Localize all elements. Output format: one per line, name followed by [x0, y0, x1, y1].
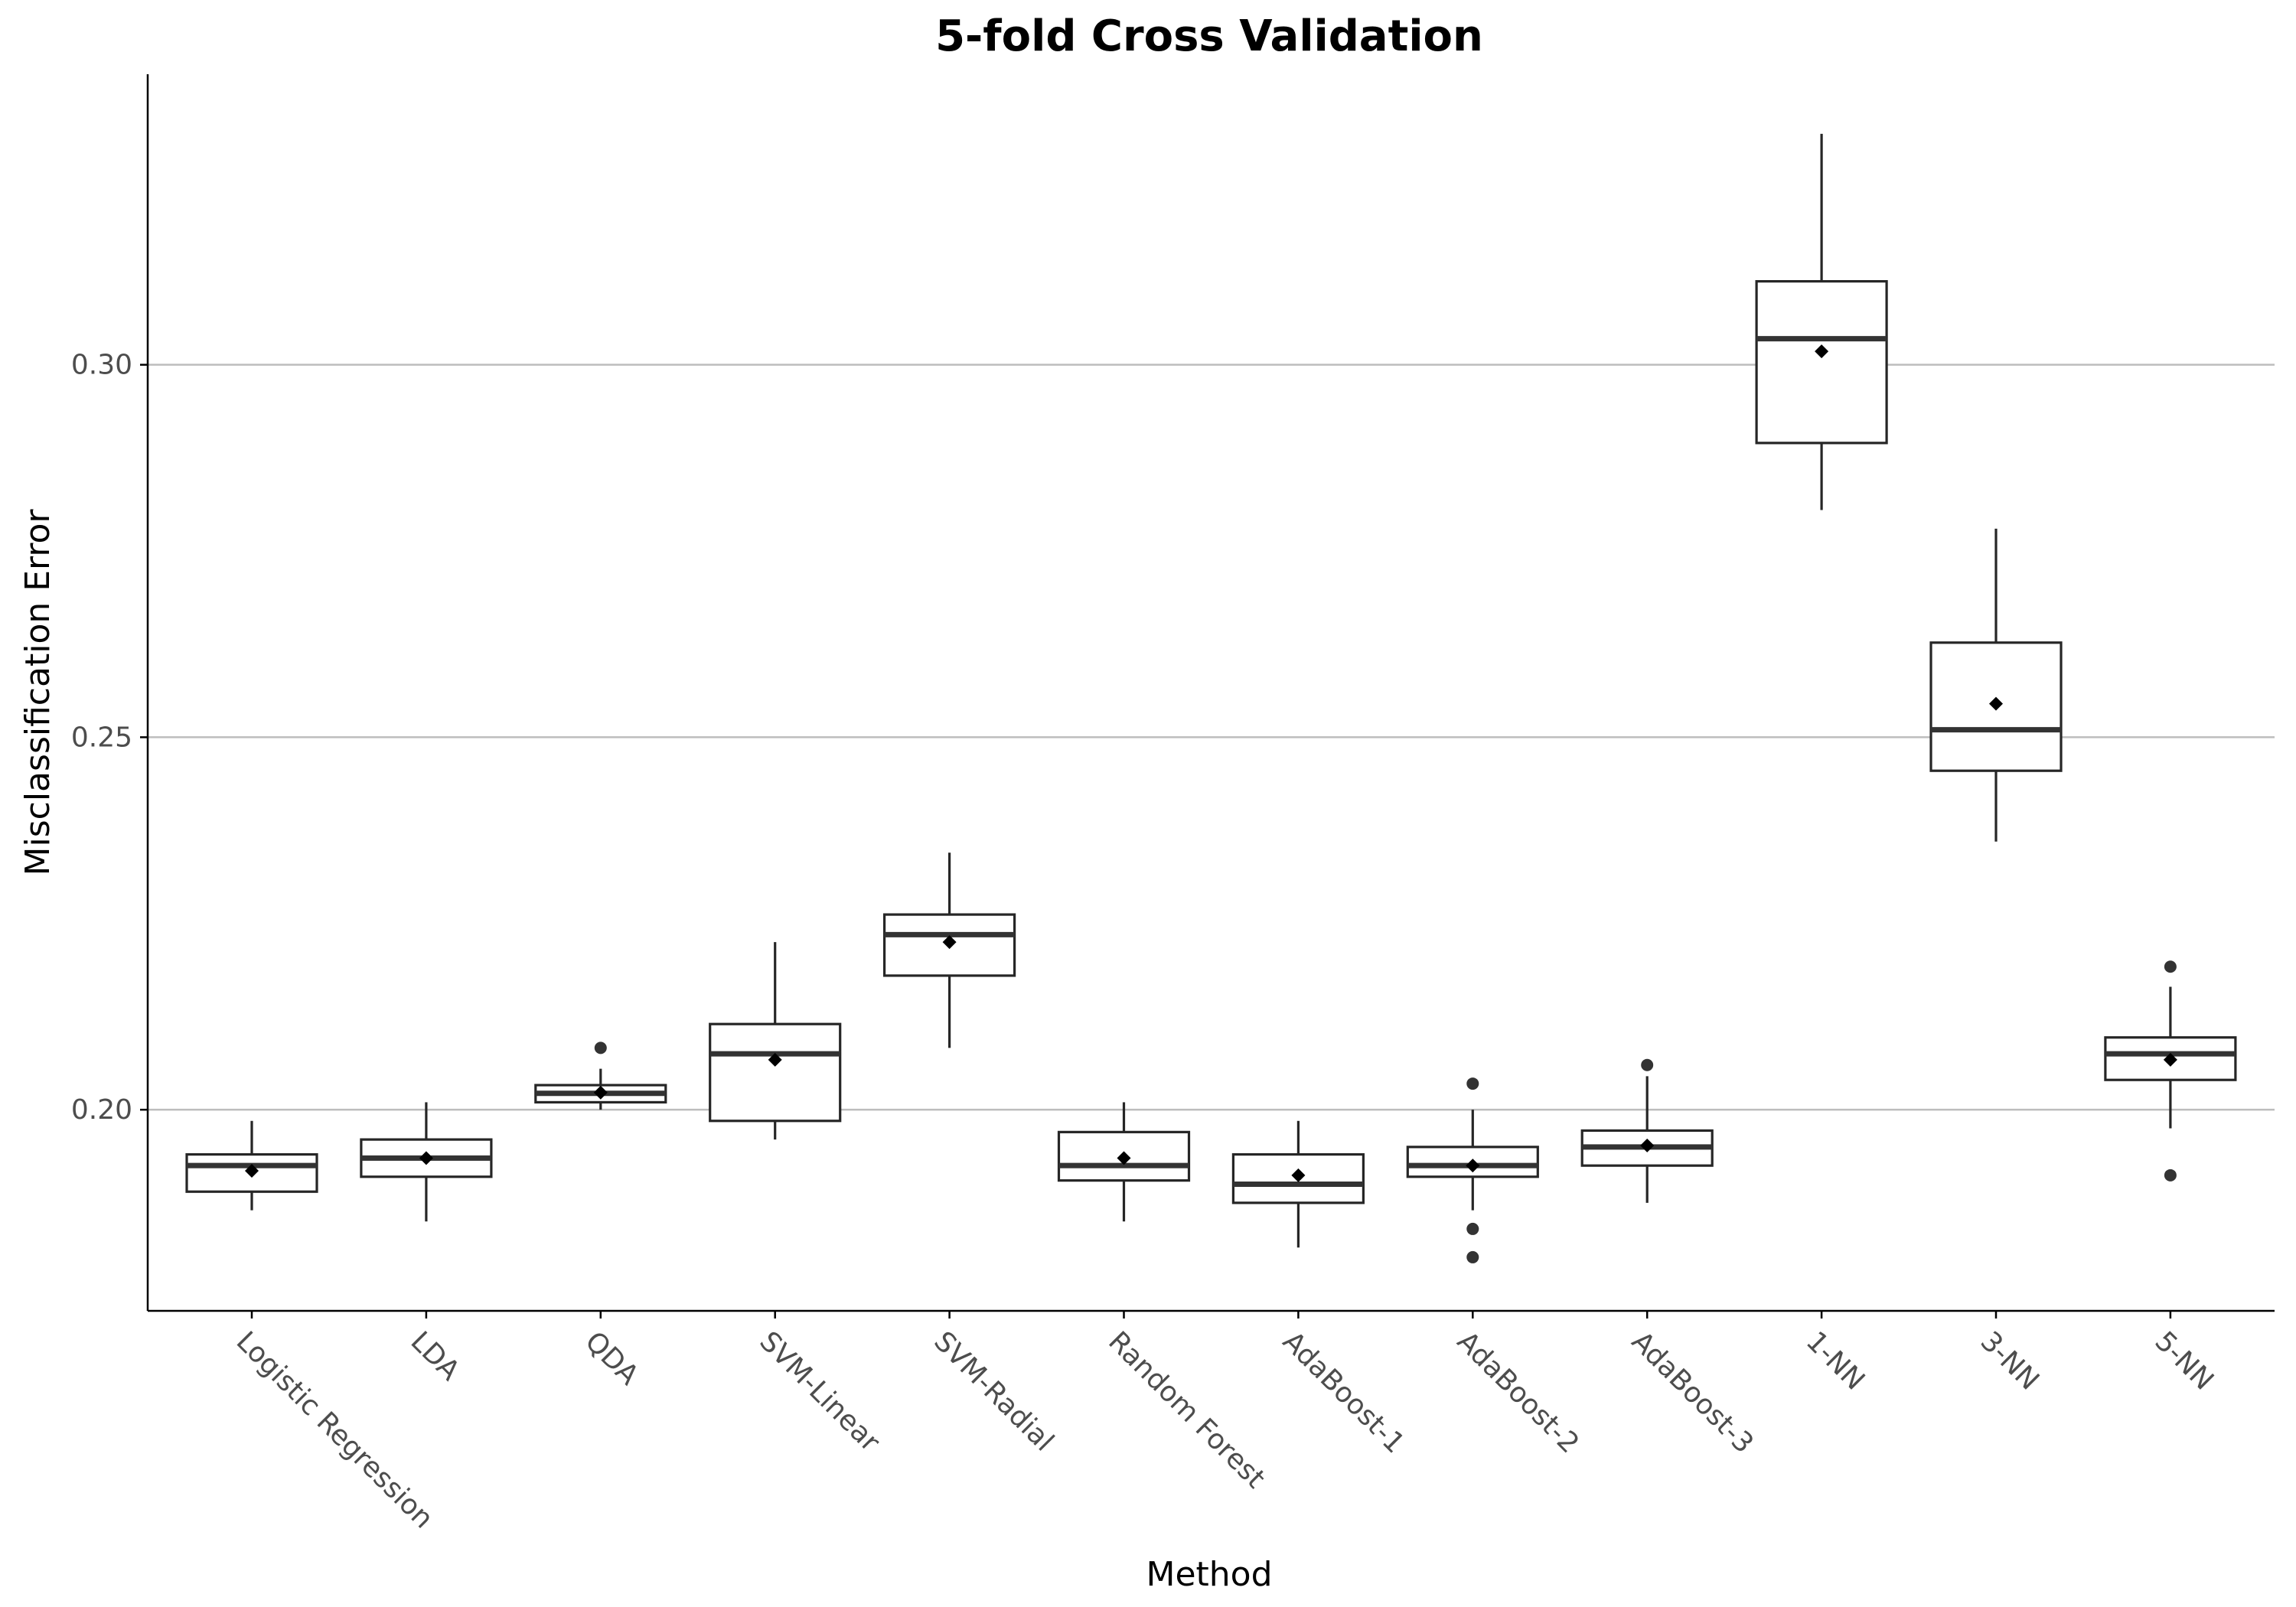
y-tick-label: 0.20 — [71, 1094, 132, 1126]
x-tick-label: SVM-Radial — [928, 1325, 1059, 1457]
x-tick-label: 1-NN — [1800, 1325, 1870, 1396]
x-tick-label: LDA — [405, 1325, 466, 1387]
outlier-point — [1466, 1077, 1479, 1090]
mean-marker — [768, 1052, 782, 1067]
outlier-point — [2164, 960, 2177, 973]
x-tick-label: 3-NN — [1975, 1325, 2045, 1396]
mean-marker — [942, 935, 957, 950]
boxes — [185, 133, 2237, 1263]
box-group — [1580, 1058, 1714, 1203]
mean-marker — [1117, 1151, 1131, 1165]
outlier-point — [1641, 1058, 1654, 1071]
box-group — [185, 1120, 318, 1211]
box-iqr — [709, 1022, 842, 1123]
x-tick-label: 5-NN — [2149, 1325, 2219, 1396]
x-tick-label: AdaBoost-3 — [1626, 1325, 1760, 1459]
box-group — [1929, 528, 2063, 842]
outlier-point — [1466, 1250, 1479, 1263]
x-tick-label: AdaBoost-2 — [1451, 1325, 1585, 1459]
outlier-point — [2164, 1169, 2177, 1182]
box-iqr — [1755, 280, 1888, 445]
box-group — [534, 1041, 667, 1110]
mean-marker — [1640, 1138, 1655, 1152]
x-tick-label: QDA — [579, 1325, 644, 1391]
x-tick-label: SVM-Linear — [753, 1325, 885, 1458]
x-tick-label: AdaBoost-1 — [1277, 1325, 1411, 1459]
gridlines — [148, 363, 2275, 1111]
mean-marker — [593, 1085, 608, 1100]
x-tick-label: Random Forest — [1102, 1325, 1271, 1495]
box-group — [1231, 1120, 1365, 1248]
axes — [146, 74, 2275, 1312]
mean-marker — [1815, 344, 1829, 359]
box-group — [1406, 1077, 1539, 1263]
x-axis-title: Method — [1146, 1555, 1272, 1594]
x-tick-label: Logistic Regression — [230, 1325, 439, 1534]
outlier-point — [594, 1041, 607, 1054]
box-group — [709, 942, 842, 1140]
box-group — [360, 1102, 493, 1222]
mean-marker — [1466, 1159, 1480, 1173]
y-tick-label: 0.25 — [71, 722, 132, 753]
y-ticks: 0.20 0.25 0.30 — [71, 350, 148, 1126]
y-axis-title: Misclassification Error — [18, 509, 57, 876]
box-group — [2104, 960, 2237, 1182]
box-group — [882, 852, 1016, 1048]
box-group — [1755, 133, 1888, 510]
chart-title: 5-fold Cross Validation — [935, 11, 1483, 61]
mean-marker — [419, 1151, 433, 1165]
mean-marker — [2163, 1052, 2177, 1067]
y-tick-label: 0.30 — [71, 350, 132, 381]
mean-marker — [1989, 696, 2003, 711]
mean-marker — [1291, 1168, 1306, 1182]
mean-marker — [245, 1163, 259, 1178]
box-group — [1057, 1102, 1191, 1222]
outlier-point — [1466, 1222, 1479, 1235]
